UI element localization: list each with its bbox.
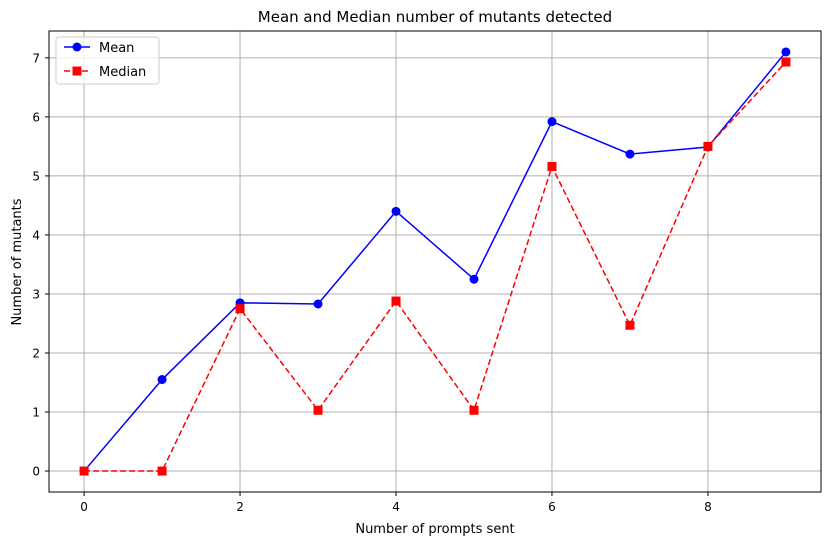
y-axis-label: Number of mutants xyxy=(10,198,25,325)
median-data-point xyxy=(235,304,245,314)
x-tick-label: 2 xyxy=(236,500,244,514)
median-data-point xyxy=(547,161,557,171)
median-data-point xyxy=(625,320,635,330)
y-tick-label: 3 xyxy=(32,287,40,301)
legend-median-marker xyxy=(72,66,82,76)
plot-area-frame xyxy=(48,30,822,493)
x-tick-label: 0 xyxy=(80,500,88,514)
median-data-point xyxy=(157,466,167,476)
median-data-point xyxy=(703,141,713,151)
x-tick-label: 6 xyxy=(548,500,556,514)
y-tick-label: 1 xyxy=(32,406,40,420)
y-tick-label: 5 xyxy=(32,169,40,183)
series-layer xyxy=(79,47,791,476)
median-data-point xyxy=(781,57,791,67)
y-tick-label: 6 xyxy=(32,110,40,124)
chart-title: Mean and Median number of mutants detect… xyxy=(258,8,612,26)
y-tick-label: 4 xyxy=(32,228,40,242)
median-data-point xyxy=(469,405,479,415)
mean-data-point xyxy=(157,375,167,385)
x-tick-label: 8 xyxy=(704,500,712,514)
legend-median-label: Median xyxy=(99,65,146,80)
mean-data-point xyxy=(391,206,401,216)
legend-box xyxy=(55,36,160,85)
mean-data-point xyxy=(313,299,323,309)
grid-lines xyxy=(49,31,821,492)
legend: Mean Median xyxy=(55,36,160,85)
mean-data-point xyxy=(625,149,635,159)
mean-data-point xyxy=(469,274,479,284)
x-axis-label: Number of prompts sent xyxy=(355,522,514,537)
legend-mean-marker xyxy=(72,42,82,52)
median-data-point xyxy=(391,296,401,306)
mean-data-point xyxy=(781,47,791,57)
median-series-line xyxy=(84,61,787,472)
mean-data-point xyxy=(547,117,557,127)
x-tick-label: 4 xyxy=(392,500,400,514)
y-tick-label: 0 xyxy=(32,465,40,479)
mean-series-line xyxy=(83,51,787,472)
y-tick-label: 2 xyxy=(32,346,40,360)
legend-mean-label: Mean xyxy=(99,41,134,56)
median-data-point xyxy=(79,466,89,476)
median-data-point xyxy=(313,405,323,415)
y-tick-label: 7 xyxy=(32,51,40,65)
axis-ticks: 0 2 4 6 8 0 1 2 3 4 5 6 7 xyxy=(32,51,711,514)
